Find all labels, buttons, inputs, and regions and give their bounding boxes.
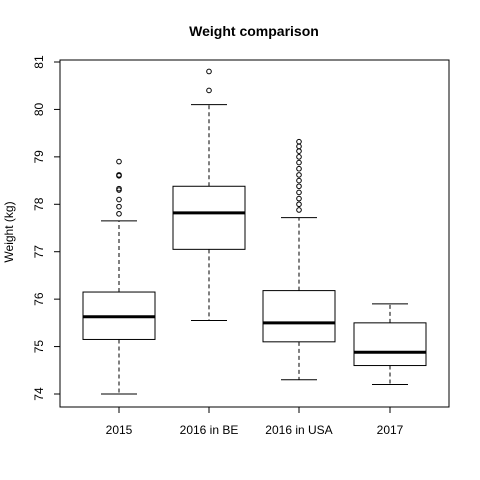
y-tick-label: 75 — [32, 340, 46, 354]
y-tick-label: 77 — [32, 245, 46, 259]
outlier-point — [296, 165, 302, 172]
plot-area: 74 75 76 77 78 79 80 81 2015 2016 in BE 2016 in US… — [32, 55, 427, 437]
plot-frame — [59, 59, 450, 408]
outlier-point — [296, 189, 302, 196]
box — [353, 322, 427, 367]
y-tick-label: 80 — [32, 102, 46, 116]
x-tick-label: 2016 in USA — [265, 423, 332, 437]
y-axis-label: Weight (kg) — [2, 201, 16, 262]
y-tick-label: 74 — [32, 387, 46, 401]
x-tick-label: 2015 — [106, 423, 133, 437]
y-tick-label: 79 — [32, 150, 46, 164]
y-tick-label: 78 — [32, 197, 46, 211]
outlier-point — [296, 183, 302, 190]
box-group — [262, 138, 336, 381]
outlier-point — [296, 148, 302, 154]
outlier-point — [206, 87, 212, 94]
outlier-point — [296, 177, 302, 184]
outlier-point — [296, 159, 302, 166]
outlier-point — [296, 138, 302, 145]
outlier-point — [296, 195, 302, 202]
outlier-point — [116, 196, 122, 203]
outlier-point — [206, 68, 212, 75]
outlier-point — [296, 201, 302, 208]
x-tick-label: 2017 — [377, 423, 404, 437]
outlier-point — [296, 154, 302, 160]
y-tick-label: 76 — [32, 292, 46, 306]
outlier-point — [296, 172, 302, 178]
box — [172, 185, 246, 250]
box-group — [353, 303, 427, 386]
box-group — [172, 68, 246, 321]
outlier-point — [296, 207, 302, 213]
box-group — [82, 158, 156, 395]
outlier-point — [116, 203, 122, 210]
y-tick-label: 81 — [32, 55, 46, 69]
outlier-point — [116, 172, 122, 178]
outlier-point — [116, 210, 122, 217]
outlier-point — [116, 158, 122, 165]
chart-title: Weight comparison — [189, 23, 319, 39]
outlier-point — [116, 185, 122, 192]
x-tick-label: 2016 in BE — [180, 423, 239, 437]
box — [262, 290, 336, 343]
outlier-point — [296, 143, 302, 150]
